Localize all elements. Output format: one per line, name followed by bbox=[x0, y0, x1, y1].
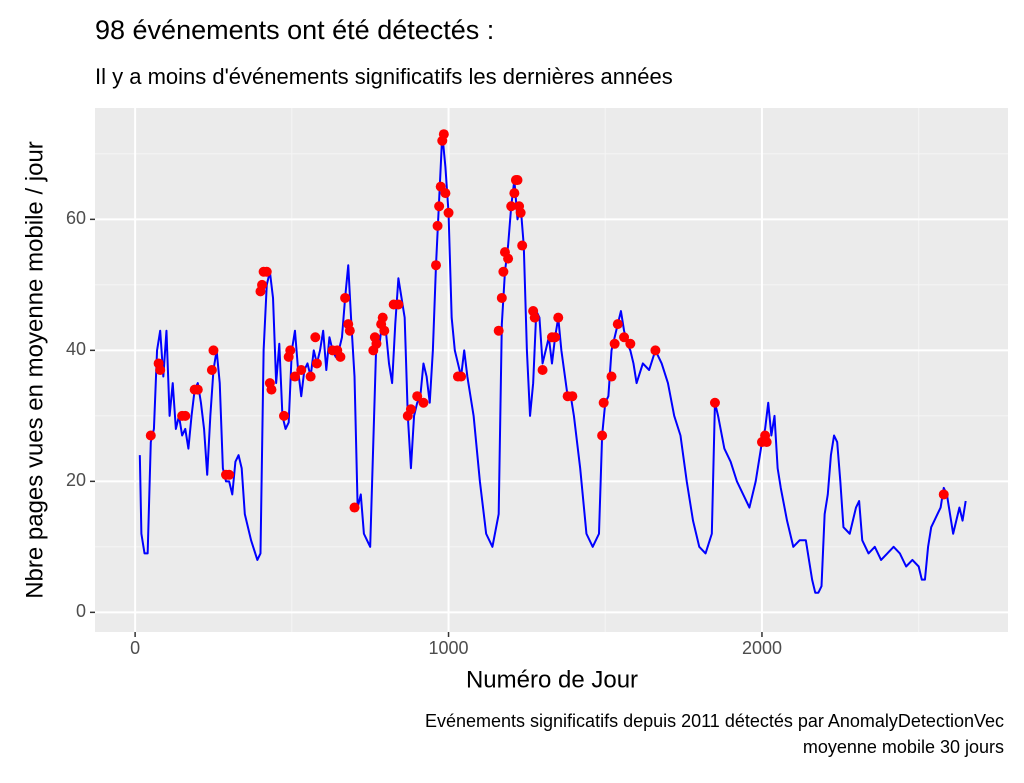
event-point bbox=[609, 338, 620, 349]
event-point bbox=[289, 371, 300, 382]
event-point bbox=[266, 384, 277, 395]
event-point bbox=[412, 391, 423, 402]
event-point bbox=[597, 430, 608, 441]
event-point bbox=[208, 345, 219, 356]
event-point bbox=[938, 489, 949, 500]
event-point bbox=[379, 325, 390, 336]
event-point bbox=[443, 207, 454, 218]
chart-title: 98 événements ont été détectés : bbox=[95, 15, 494, 45]
y-axis-label: Nbre pages vues en moyenne mobile / jour bbox=[21, 141, 48, 599]
event-point bbox=[431, 260, 442, 271]
line bbox=[138, 133, 967, 594]
event-point bbox=[335, 351, 346, 362]
event-point bbox=[434, 201, 445, 212]
event-point bbox=[515, 207, 526, 218]
event-point bbox=[493, 325, 504, 336]
x-tick-label: 1000 bbox=[429, 638, 469, 658]
event-point bbox=[432, 220, 443, 231]
x-axis-label: Numéro de Jour bbox=[466, 666, 638, 693]
caption: moyenne mobile 30 jours bbox=[803, 737, 1004, 757]
chart-subtitle: Il y a moins d'événements significatifs … bbox=[95, 64, 673, 89]
event-point bbox=[537, 365, 548, 375]
event-point bbox=[261, 266, 272, 277]
event-point bbox=[145, 430, 156, 441]
event-point bbox=[509, 188, 520, 199]
event-point bbox=[498, 266, 509, 277]
event-point bbox=[418, 397, 429, 408]
y-tick-label: 0 bbox=[76, 601, 86, 621]
event-point bbox=[344, 325, 355, 336]
event-point bbox=[650, 345, 661, 356]
event-point bbox=[305, 371, 316, 382]
event-point bbox=[606, 371, 617, 382]
event-point bbox=[206, 365, 217, 375]
y-tick-label: 60 bbox=[66, 208, 86, 228]
event-point bbox=[550, 332, 561, 343]
event-point bbox=[349, 502, 360, 513]
event-point bbox=[619, 332, 630, 343]
event-point bbox=[709, 397, 720, 408]
event-point bbox=[285, 345, 296, 356]
event-point bbox=[278, 410, 289, 421]
event-point bbox=[224, 469, 235, 480]
event-point bbox=[503, 253, 514, 264]
event-point bbox=[517, 240, 528, 251]
event-point bbox=[192, 384, 203, 395]
event-point bbox=[761, 437, 772, 448]
event-point bbox=[625, 338, 636, 349]
event-point bbox=[371, 338, 382, 349]
y-tick-label: 20 bbox=[66, 470, 86, 490]
event-point bbox=[393, 299, 404, 310]
event-point bbox=[377, 312, 388, 323]
event-point bbox=[553, 312, 564, 323]
event-point bbox=[506, 201, 517, 212]
panel bbox=[95, 108, 1008, 632]
event-point bbox=[257, 279, 268, 290]
event-point bbox=[180, 410, 191, 421]
event-point bbox=[456, 371, 467, 382]
event-point bbox=[155, 365, 166, 375]
event-point bbox=[310, 332, 321, 343]
event-point bbox=[340, 292, 351, 303]
event-point bbox=[496, 292, 507, 303]
event-point bbox=[311, 358, 322, 369]
x-tick-label: 2000 bbox=[742, 638, 782, 658]
event-point bbox=[612, 319, 623, 330]
event-point bbox=[567, 391, 578, 402]
event-point bbox=[598, 397, 609, 408]
event-point bbox=[512, 175, 523, 186]
event-point bbox=[440, 188, 451, 199]
y-tick-label: 40 bbox=[66, 339, 86, 359]
caption: Evénements significatifs depuis 2011 dét… bbox=[425, 711, 1004, 731]
x-tick-label: 0 bbox=[130, 638, 140, 658]
event-point bbox=[405, 404, 416, 415]
event-point bbox=[529, 312, 540, 323]
event-point bbox=[296, 365, 307, 375]
event-point bbox=[438, 129, 449, 140]
